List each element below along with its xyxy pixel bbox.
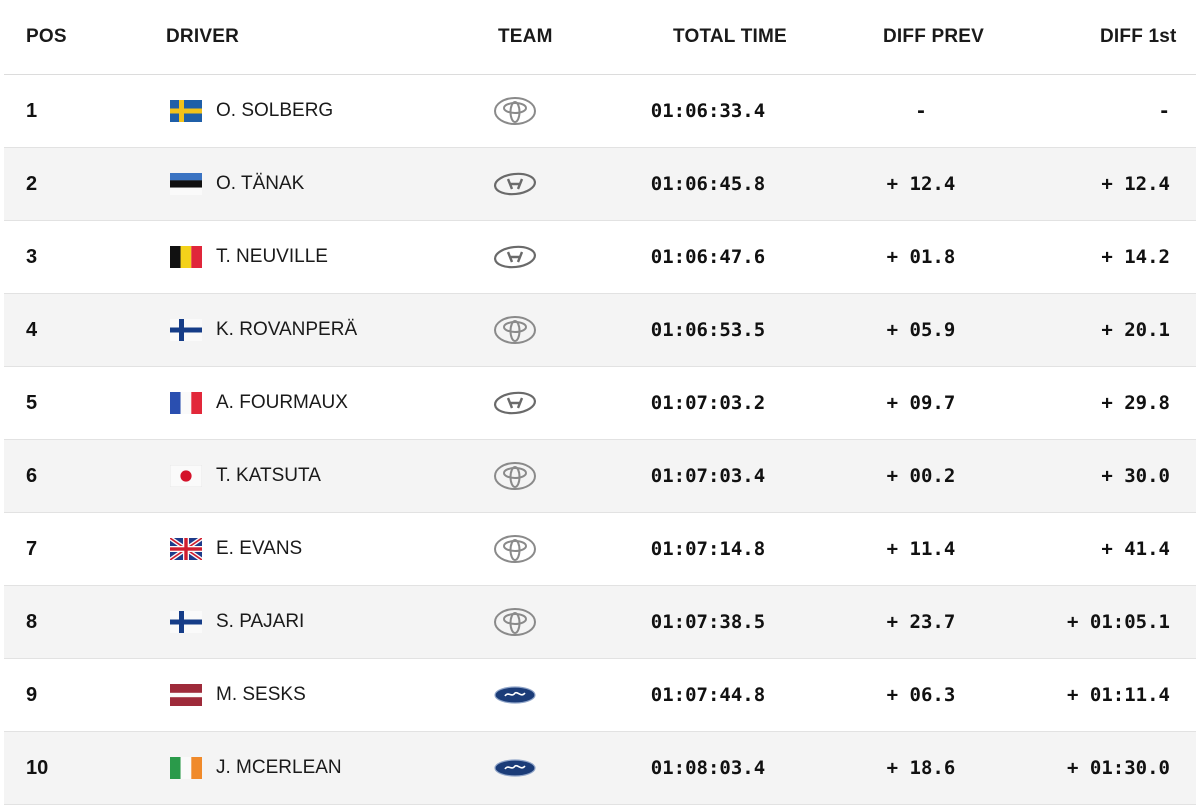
- driver-cell: K. ROVANPERÄ: [170, 319, 357, 341]
- table-body: 1 O. SOLBERG 01:06:33.4 - - 2 O. TÄNAK 01:06:45…: [4, 75, 1196, 805]
- total-time-cell: 01:07:03.2: [650, 392, 766, 414]
- hyundai-logo-icon: [490, 388, 540, 418]
- total-time-cell: 01:07:14.8: [650, 538, 766, 560]
- position-cell: 7: [26, 537, 38, 560]
- table-row[interactable]: 9 M. SESKS 01:07:44.8 + 06.3 + 01:11.4: [4, 659, 1196, 732]
- table-row[interactable]: 2 O. TÄNAK 01:06:45.8 + 12.4 + 12.4: [4, 148, 1196, 221]
- table-row[interactable]: 3 T. NEUVILLE 01:06:47.6 + 01.8 + 14.2: [4, 221, 1196, 294]
- position-cell: 8: [26, 610, 38, 633]
- driver-name[interactable]: E. EVANS: [216, 538, 303, 559]
- table-row[interactable]: 1 O. SOLBERG 01:06:33.4 - -: [4, 75, 1196, 148]
- header-diff-first[interactable]: DIFF 1st: [1100, 26, 1177, 47]
- diff-prev-cell: -: [915, 100, 927, 122]
- table-header: POS DRIVER TEAM TOTAL TIME DIFF PREV DIF…: [4, 0, 1196, 75]
- diff-prev-cell: + 06.3: [886, 684, 956, 706]
- driver-name[interactable]: S. PAJARI: [216, 611, 305, 632]
- diff-first-cell: + 01:11.4: [1067, 684, 1170, 706]
- diff-prev-cell: + 11.4: [886, 538, 956, 560]
- position-cell: 9: [26, 683, 38, 706]
- driver-cell: T. NEUVILLE: [170, 246, 328, 268]
- total-time-cell: 01:06:53.5: [650, 319, 766, 341]
- diff-prev-cell: + 01.8: [886, 246, 956, 268]
- france-flag-icon: [170, 392, 202, 414]
- driver-name[interactable]: O. SOLBERG: [216, 100, 334, 121]
- diff-first-cell: + 20.1: [1101, 319, 1170, 341]
- finland-flag-icon: [170, 319, 202, 341]
- table-row[interactable]: 5 A. FOURMAUX 01:07:03.2 + 09.7 + 29.8: [4, 367, 1196, 440]
- diff-prev-cell: + 12.4: [886, 173, 956, 195]
- driver-name[interactable]: T. KATSUTA: [216, 465, 321, 486]
- driver-name[interactable]: T. NEUVILLE: [216, 246, 328, 267]
- table-row[interactable]: 7 E. EVANS 01:07:14.8 + 11.4 + 41.4: [4, 513, 1196, 586]
- driver-cell: A. FOURMAUX: [170, 392, 348, 414]
- ford-logo-icon: [490, 753, 540, 783]
- diff-first-cell: + 01:30.0: [1067, 757, 1170, 779]
- toyota-logo-icon: [490, 607, 540, 637]
- diff-prev-cell: + 00.2: [886, 465, 956, 487]
- total-time-cell: 01:08:03.4: [650, 757, 766, 779]
- latvia-flag-icon: [170, 684, 202, 706]
- table-row[interactable]: 10 J. MCERLEAN 01:08:03.4 + 18.6 + 01:30.0: [4, 732, 1196, 805]
- uk-flag-icon: [170, 538, 202, 560]
- finland-flag-icon: [170, 611, 202, 633]
- header-total-time[interactable]: TOTAL TIME: [673, 26, 787, 47]
- belgium-flag-icon: [170, 246, 202, 268]
- driver-cell: J. MCERLEAN: [170, 757, 342, 779]
- driver-cell: E. EVANS: [170, 538, 302, 560]
- driver-cell: O. SOLBERG: [170, 100, 333, 122]
- total-time-cell: 01:06:47.6: [650, 246, 766, 268]
- results-table: POS DRIVER TEAM TOTAL TIME DIFF PREV DIF…: [4, 0, 1196, 805]
- total-time-cell: 01:07:44.8: [650, 684, 766, 706]
- header-driver[interactable]: DRIVER: [166, 26, 239, 47]
- ford-logo-icon: [490, 680, 540, 710]
- header-team[interactable]: TEAM: [498, 26, 553, 47]
- driver-name[interactable]: A. FOURMAUX: [216, 392, 348, 413]
- hyundai-logo-icon: [490, 169, 540, 199]
- table-row[interactable]: 4 K. ROVANPERÄ 01:06:53.5 + 05.9 + 20.1: [4, 294, 1196, 367]
- diff-first-cell: + 01:05.1: [1067, 611, 1170, 633]
- header-diff-prev[interactable]: DIFF PREV: [883, 26, 985, 47]
- driver-name[interactable]: K. ROVANPERÄ: [216, 319, 358, 340]
- position-cell: 5: [26, 391, 38, 414]
- japan-flag-icon: [170, 465, 202, 487]
- hyundai-logo-icon: [490, 242, 540, 272]
- toyota-logo-icon: [490, 534, 540, 564]
- position-cell: 2: [26, 172, 38, 195]
- driver-name[interactable]: O. TÄNAK: [216, 173, 305, 194]
- driver-cell: O. TÄNAK: [170, 173, 304, 195]
- diff-first-cell: + 29.8: [1101, 392, 1170, 414]
- diff-prev-cell: + 23.7: [886, 611, 956, 633]
- driver-cell: T. KATSUTA: [170, 465, 321, 487]
- driver-cell: M. SESKS: [170, 684, 306, 706]
- driver-cell: S. PAJARI: [170, 611, 304, 633]
- position-cell: 6: [26, 464, 38, 487]
- driver-name[interactable]: J. MCERLEAN: [216, 757, 342, 778]
- toyota-logo-icon: [490, 461, 540, 491]
- diff-first-cell: + 41.4: [1101, 538, 1170, 560]
- diff-prev-cell: + 18.6: [886, 757, 956, 779]
- total-time-cell: 01:07:38.5: [650, 611, 766, 633]
- table-row[interactable]: 8 S. PAJARI 01:07:38.5 + 23.7 + 01:05.1: [4, 586, 1196, 659]
- sweden-flag-icon: [170, 100, 202, 122]
- header-pos[interactable]: POS: [26, 26, 67, 47]
- diff-first-cell: + 12.4: [1101, 173, 1170, 195]
- diff-first-cell: -: [1158, 100, 1170, 122]
- diff-first-cell: + 30.0: [1101, 465, 1170, 487]
- toyota-logo-icon: [490, 96, 540, 126]
- driver-name[interactable]: M. SESKS: [216, 684, 306, 705]
- estonia-flag-icon: [170, 173, 202, 195]
- table-row[interactable]: 6 T. KATSUTA 01:07:03.4 + 00.2 + 30.0: [4, 440, 1196, 513]
- total-time-cell: 01:07:03.4: [650, 465, 766, 487]
- toyota-logo-icon: [490, 315, 540, 345]
- position-cell: 1: [26, 99, 38, 122]
- diff-first-cell: + 14.2: [1101, 246, 1170, 268]
- position-cell: 3: [26, 245, 38, 268]
- diff-prev-cell: + 05.9: [886, 319, 956, 341]
- position-cell: 4: [26, 318, 38, 341]
- total-time-cell: 01:06:45.8: [650, 173, 766, 195]
- total-time-cell: 01:06:33.4: [650, 100, 766, 122]
- position-cell: 10: [26, 756, 49, 779]
- diff-prev-cell: + 09.7: [886, 392, 956, 414]
- ireland-flag-icon: [170, 757, 202, 779]
